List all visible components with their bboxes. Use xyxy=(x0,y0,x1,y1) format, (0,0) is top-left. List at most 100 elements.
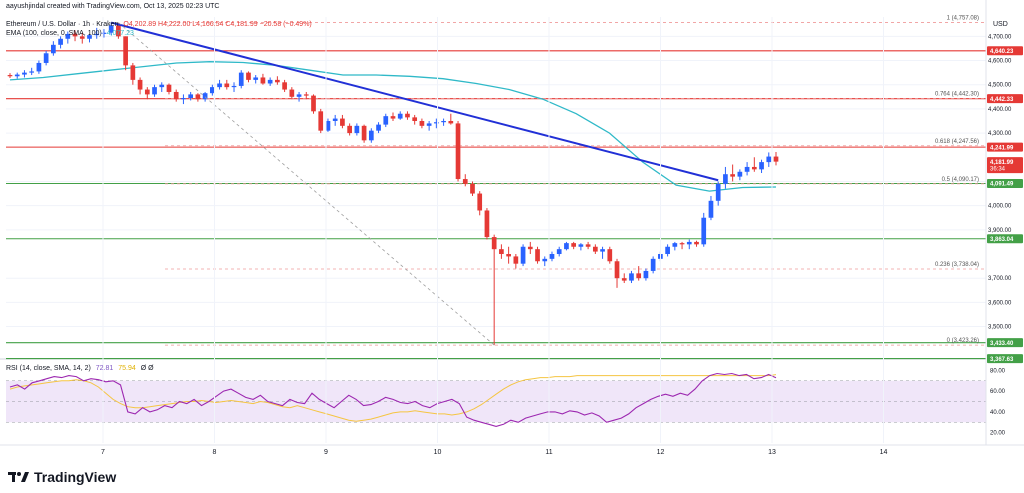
price-tick-label: 4,400.00 xyxy=(988,107,1012,113)
current-price-badge-text: 4,181.99 xyxy=(990,160,1014,166)
tradingview-logo[interactable]: TradingView xyxy=(8,468,116,486)
candle-body xyxy=(549,254,555,259)
level-price-badge[interactable] xyxy=(987,94,1023,104)
fib-anchor-line[interactable] xyxy=(118,22,495,346)
price-tick-label: 3,600.00 xyxy=(988,300,1012,306)
candle-body xyxy=(275,79,280,83)
ema-100-line xyxy=(9,61,777,192)
rsi-value: 72.81 xyxy=(95,365,114,372)
candle-body xyxy=(166,84,172,92)
candle-body xyxy=(116,25,121,37)
candle-body xyxy=(217,83,222,88)
candle-body xyxy=(614,261,620,279)
candle-body xyxy=(209,87,215,94)
rsi-line xyxy=(9,372,777,427)
candle-body xyxy=(188,94,194,99)
candle-body xyxy=(354,125,360,134)
candle-body xyxy=(390,116,396,119)
ema-legend: EMA (100, close, 0, SMA, 100) 4,077.23 xyxy=(6,30,137,37)
fib-label: 0.618 (4,247.56) xyxy=(935,139,979,145)
level-price-badge[interactable] xyxy=(987,46,1023,56)
candle-body xyxy=(556,249,562,255)
candle-body xyxy=(231,85,237,88)
candle-body xyxy=(289,89,295,97)
candle-body xyxy=(672,243,678,247)
fibonacci-levels[interactable]: 1 (4,757.08) 0.764 (4,442.30) 0.618 (4,247… xyxy=(165,16,986,346)
price-tick-label: 4,500.00 xyxy=(988,83,1012,89)
price-tick-label: 4,600.00 xyxy=(988,59,1012,65)
candle-body xyxy=(325,120,331,131)
current-price-badge[interactable] xyxy=(987,157,1023,174)
candle-body xyxy=(419,120,425,126)
candle-body xyxy=(759,162,764,170)
candle-body xyxy=(202,93,208,100)
candle-body xyxy=(600,249,605,252)
candle-body xyxy=(361,125,367,141)
tradingview-logo-text: TradingView xyxy=(34,469,117,485)
candle-body xyxy=(383,116,389,125)
candle-body xyxy=(751,166,757,170)
rsi-band xyxy=(6,380,986,423)
level-price-badge-text: 4,442.33 xyxy=(990,97,1014,103)
candle-body xyxy=(535,249,540,262)
rsi-panel xyxy=(6,372,986,427)
candle-body xyxy=(470,183,475,194)
candle-body xyxy=(730,174,735,177)
candle-body xyxy=(405,113,410,118)
candle-body xyxy=(7,75,13,77)
symbol-header: Ethereum / U.S. Dollar · 1h · Kraken O4,… xyxy=(6,21,315,28)
ema-value: 4,077.23 xyxy=(106,30,134,37)
candle-body xyxy=(665,246,670,255)
candle-body xyxy=(347,125,352,134)
rsi-tick-label: 80.00 xyxy=(990,368,1006,374)
level-price-badge[interactable] xyxy=(987,179,1023,189)
time-tick-label: 12 xyxy=(657,449,665,456)
candle-body xyxy=(650,258,656,271)
candle-body xyxy=(311,95,316,112)
candle-body xyxy=(592,246,598,252)
time-axis[interactable]: 7 8 9 10 11 12 13 14 xyxy=(0,17,1024,456)
price-axis[interactable]: USD 4,700.00 4,600.00 4,500.00 4,400.00 4,300… xyxy=(985,0,1024,445)
candle-body xyxy=(621,278,627,281)
candle-body xyxy=(123,36,128,66)
candle-body xyxy=(636,273,642,279)
candlesticks xyxy=(7,22,779,346)
candle-body xyxy=(723,174,728,184)
candle-body xyxy=(87,35,92,39)
candle-body xyxy=(101,32,107,34)
candle-body xyxy=(51,44,56,54)
candle-body xyxy=(267,79,273,84)
bearish-trendline[interactable] xyxy=(110,21,719,182)
level-price-badge[interactable] xyxy=(987,354,1023,364)
rsi-tick-label: 20.00 xyxy=(990,431,1006,437)
rsi-tick-label: 60.00 xyxy=(990,389,1006,395)
level-price-badge-text: 3,863.04 xyxy=(990,237,1014,243)
level-price-badge-text: 4,241.99 xyxy=(990,145,1014,151)
candle-body xyxy=(58,38,63,45)
candle-body xyxy=(22,72,27,75)
candle-body xyxy=(130,65,136,80)
level-price-badge[interactable] xyxy=(987,234,1023,244)
candle-body xyxy=(260,77,266,84)
candle-body xyxy=(137,79,143,90)
level-price-badge-text: 4,640.23 xyxy=(990,49,1014,55)
price-tick-label: 3,700.00 xyxy=(988,276,1012,282)
candle-body xyxy=(441,120,446,123)
drawn-lines[interactable] xyxy=(110,21,719,346)
time-tick-label: 14 xyxy=(880,449,888,456)
rsi-ma-line xyxy=(9,374,777,422)
candle-body xyxy=(701,217,707,245)
candle-body xyxy=(238,72,244,86)
rsi-tick-label: 40.00 xyxy=(990,410,1006,416)
candle-body xyxy=(686,241,692,245)
price-tick-label: 4,700.00 xyxy=(988,34,1012,40)
rsi-legend: RSI (14, close, SMA, 14, 2) 72.81 75.94 … xyxy=(6,365,157,372)
ema-label: EMA (100, close, 0, SMA, 100) xyxy=(6,30,102,37)
level-price-badge[interactable] xyxy=(987,142,1023,152)
fib-label: 0.236 (3,738.04) xyxy=(935,262,979,268)
candle-body xyxy=(65,33,71,39)
level-price-badge[interactable] xyxy=(987,338,1023,348)
candle-body xyxy=(195,94,201,100)
author-line: aayushjindal created with TradingView.co… xyxy=(6,3,220,10)
